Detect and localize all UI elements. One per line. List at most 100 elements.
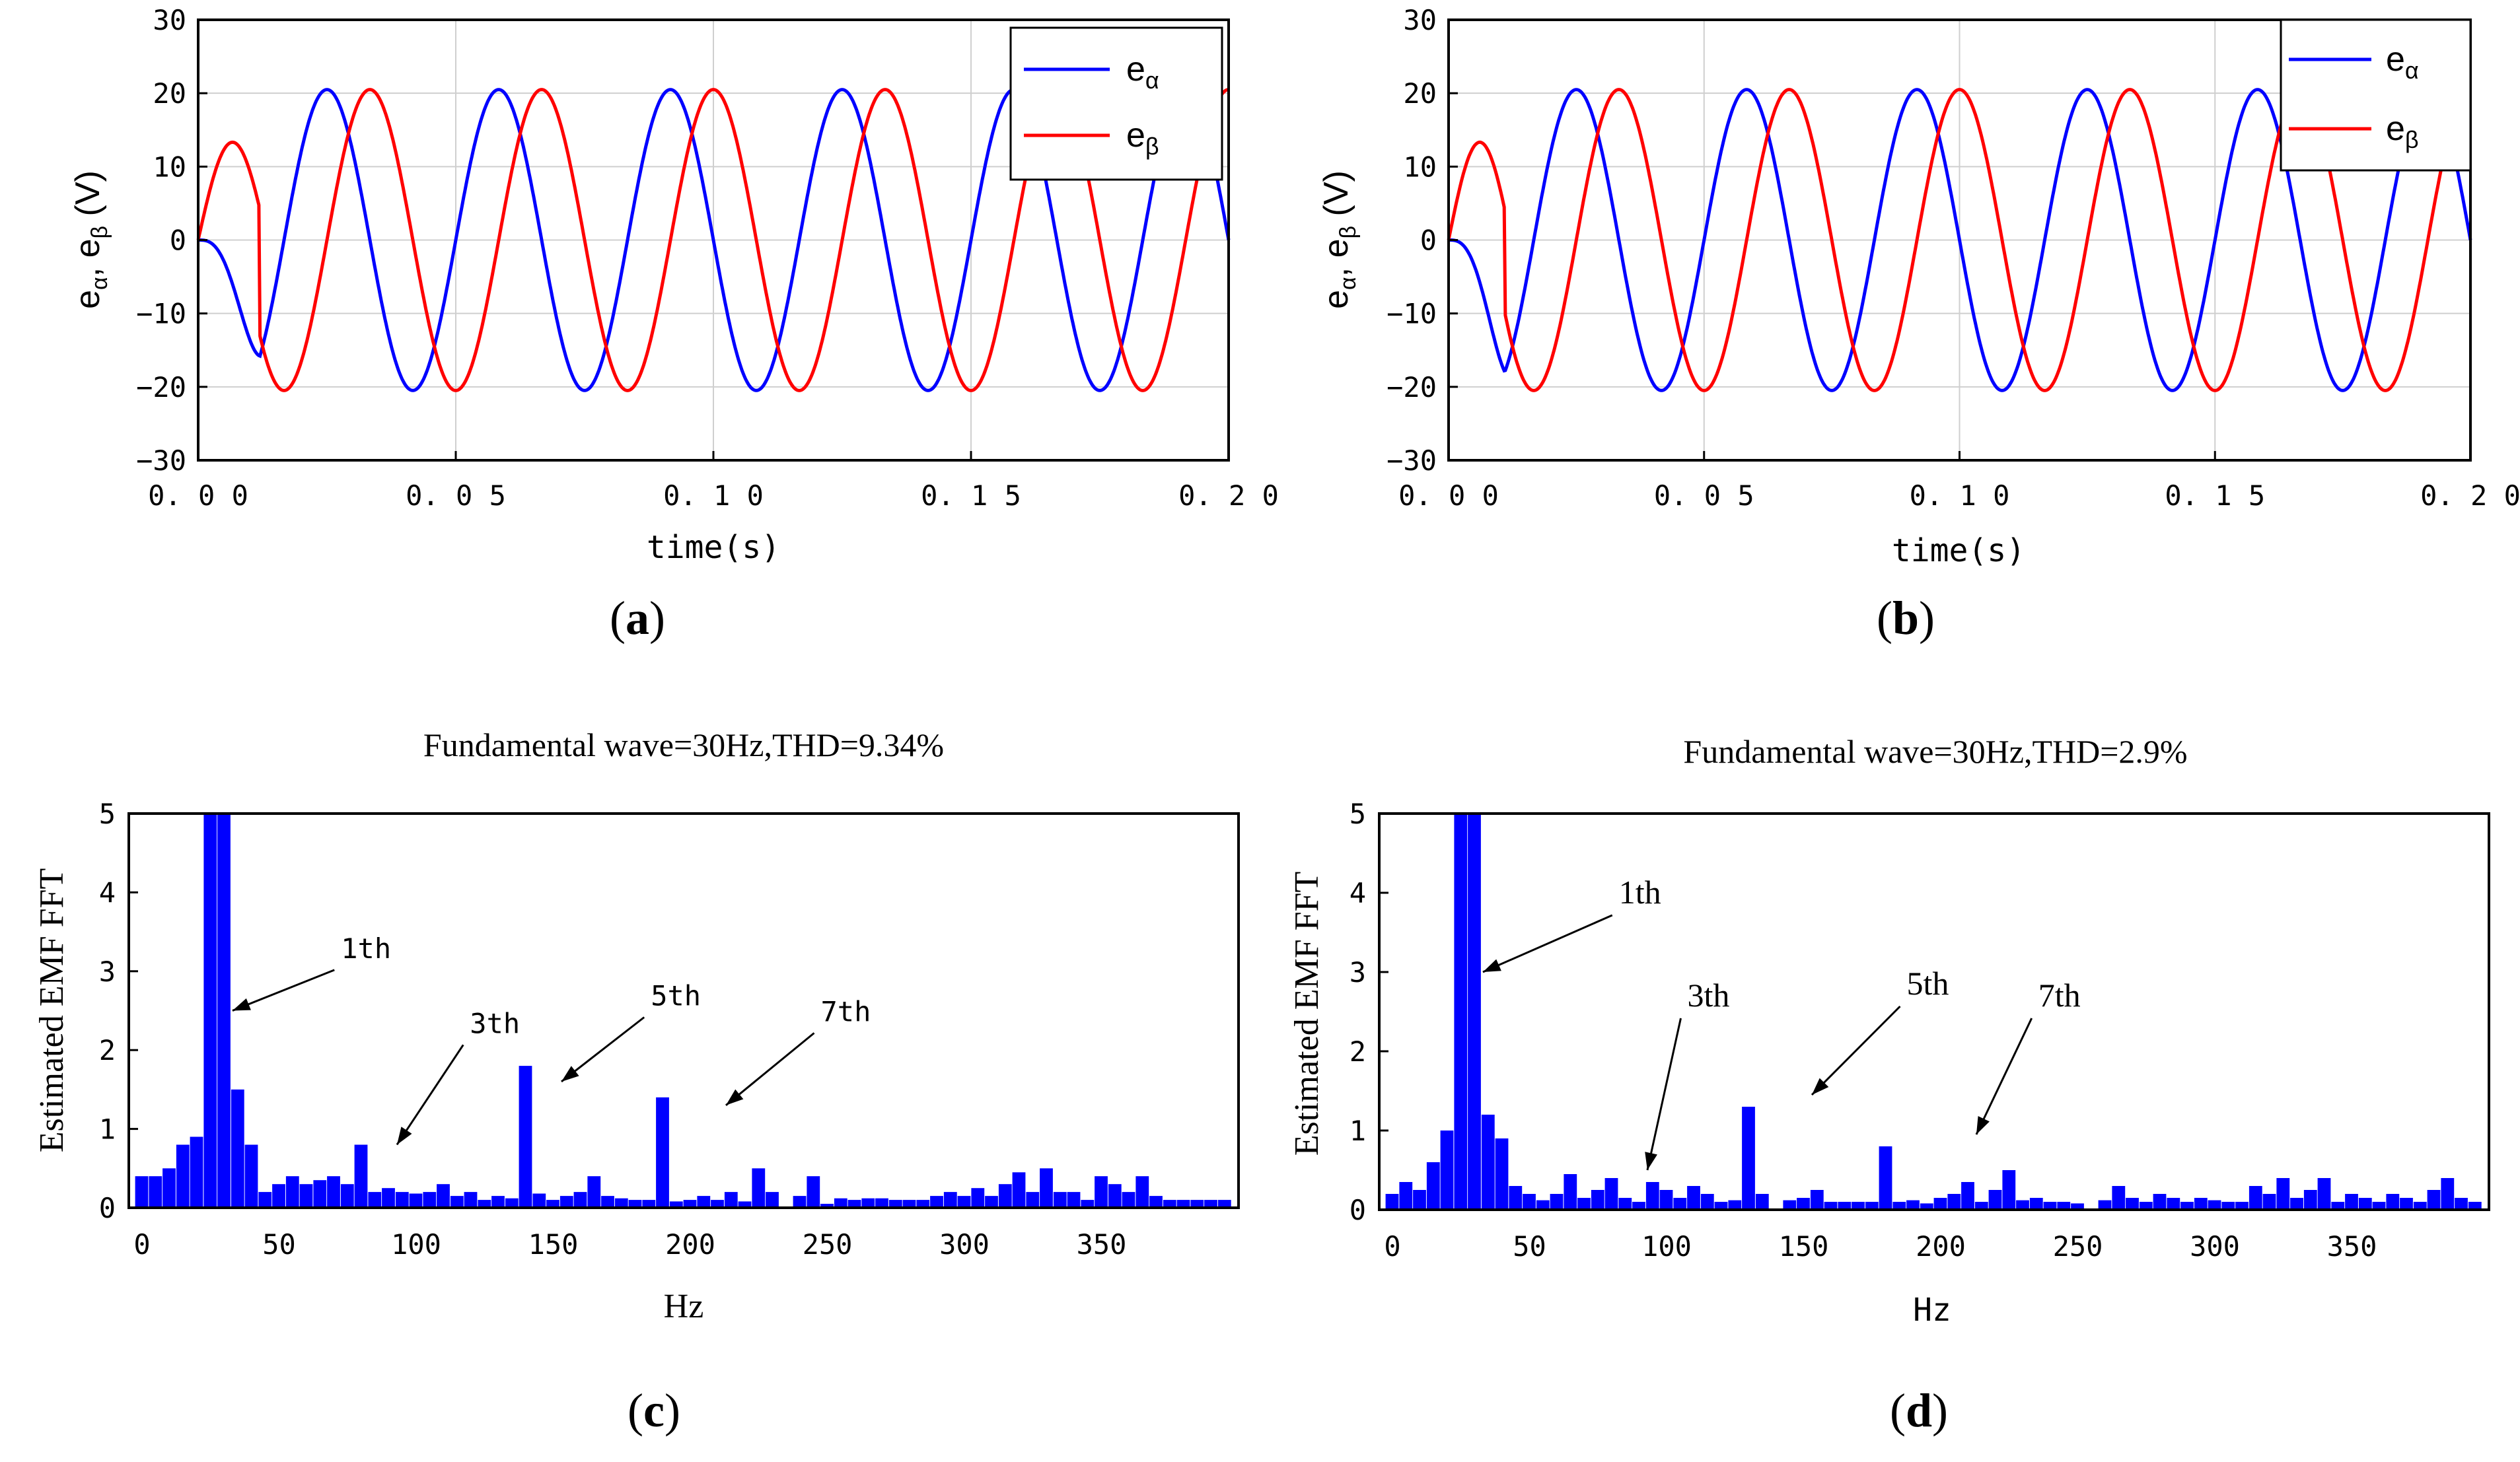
annotation-arrow-head (396, 1127, 412, 1145)
bar (943, 1192, 957, 1208)
bar (1176, 1200, 1190, 1208)
panel-a-legend-box (1009, 26, 1223, 181)
bar (1920, 1203, 1933, 1210)
y-tick-label: −20 (1386, 371, 1437, 403)
panel-b-ticks: 0. 0 0 0. 0 5 0. 1 0 0. 1 5 0. 2 0 30 20 10 0 −10… (1386, 4, 2520, 512)
y-tick-label: −10 (1386, 298, 1437, 330)
annotation-arrow-head (232, 998, 251, 1011)
bar (916, 1200, 930, 1208)
annotation-arrow-line (1482, 914, 1613, 973)
bar (299, 1184, 313, 1208)
y-tick-label: 4 (1350, 877, 1366, 909)
bar (2153, 1194, 2167, 1210)
bar (1413, 1190, 1426, 1210)
panel-b-legend-box (2280, 18, 2472, 172)
bar (642, 1200, 656, 1208)
panel-a-y-axis-label: eα, eβ (V) (69, 170, 112, 309)
bar (1204, 1200, 1217, 1208)
bar (1906, 1200, 1920, 1210)
bar (1714, 1202, 1728, 1210)
x-tick-label: 350 (2327, 1230, 2377, 1263)
bar (2221, 1202, 2235, 1210)
bar (587, 1176, 601, 1208)
panel-c-title: Fundamental wave=30Hz,THD=9.34% (423, 726, 944, 763)
bar (2303, 1190, 2317, 1210)
bar (1700, 1194, 1714, 1210)
bar (1509, 1186, 1523, 1210)
panel-d-plot-frame (1378, 812, 2490, 1211)
bar (1081, 1200, 1095, 1208)
bar (724, 1192, 738, 1208)
bar (1108, 1184, 1122, 1208)
bar (1591, 1190, 1604, 1210)
bar (1879, 1146, 1892, 1210)
bar (2180, 1202, 2194, 1210)
panel-b-legend: eα eβ (2280, 18, 2472, 172)
y-tick-label: −30 (136, 444, 186, 477)
bar (2386, 1194, 2400, 1210)
bar (601, 1196, 614, 1208)
bar (176, 1144, 190, 1208)
annotation-label: 7th (821, 995, 871, 1027)
bar (2455, 1198, 2468, 1210)
bar (1122, 1192, 1135, 1208)
y-tick-label: 30 (1403, 4, 1437, 36)
bar (1026, 1192, 1040, 1208)
bar (2002, 1170, 2016, 1210)
bar (1659, 1190, 1673, 1210)
bar (244, 1144, 258, 1208)
annotation-arrow-head (725, 1089, 744, 1105)
annotation-arrow-line (1811, 1005, 1901, 1096)
bar (1564, 1174, 1577, 1210)
bar (2167, 1198, 2180, 1210)
panel-d-y-axis-label: Estimated EMF FFT (1288, 872, 1326, 1156)
bar (1385, 1194, 1399, 1210)
y-tick-label: −10 (136, 298, 186, 330)
x-tick-label: 50 (1513, 1230, 1546, 1263)
panel-a-ticks: 0. 0 0 0. 0 5 0. 1 0 0. 1 5 0. 2 0 30 20 10 0 −10… (136, 4, 1279, 512)
x-tick-label: 0. 2 0 (2420, 479, 2520, 512)
annotation-label: 3th (470, 1007, 520, 1039)
bar (1053, 1192, 1067, 1208)
panel-d-x-axis-label: Hz (1913, 1292, 1951, 1329)
x-tick-label: 0. 0 0 (1398, 479, 1499, 512)
series-line-α (1449, 88, 2472, 392)
bar (752, 1168, 766, 1208)
x-tick-label: 0. 2 0 (1178, 479, 1279, 512)
x-tick-label: 300 (939, 1228, 990, 1261)
bar (2413, 1202, 2427, 1210)
bar (1892, 1202, 1906, 1210)
bar (368, 1192, 382, 1208)
bar (656, 1097, 669, 1208)
x-tick-label: 0 (1384, 1230, 1400, 1263)
bar (1481, 1115, 1495, 1210)
y-tick-label: 30 (153, 4, 186, 36)
y-tick-label: 10 (153, 151, 186, 183)
bar (1797, 1198, 1810, 1210)
bar (327, 1176, 340, 1208)
bar (1217, 1200, 1231, 1208)
bar (957, 1196, 971, 1208)
bar (1632, 1202, 1645, 1210)
bar (2029, 1198, 2043, 1210)
bar (2427, 1190, 2441, 1210)
bar (450, 1196, 464, 1208)
x-tick-label: 200 (665, 1228, 715, 1261)
y-tick-label: −20 (136, 371, 186, 403)
x-tick-label: 0. 1 5 (921, 479, 1021, 512)
bar (2016, 1200, 2029, 1210)
panel-c-ticks: 0 50 100 150 200 250 300 350 5 4 3 2 1 0 (99, 798, 1127, 1261)
bar (272, 1184, 285, 1208)
x-tick-label: 200 (1916, 1230, 1966, 1263)
bar (532, 1193, 546, 1208)
panel-a-line-chart: 0. 0 0 0. 0 5 0. 1 0 0. 1 5 0. 2 0 30 20 10 0 −10… (69, 4, 1279, 644)
y-tick-label: 1 (99, 1113, 116, 1146)
bar (1974, 1202, 1988, 1210)
annotation-arrow-line (396, 1044, 464, 1146)
bar (985, 1196, 998, 1208)
panel-b-label: (b) (1877, 592, 1935, 644)
bar (1783, 1200, 1797, 1210)
bar (1067, 1192, 1081, 1208)
bar (2139, 1202, 2153, 1210)
